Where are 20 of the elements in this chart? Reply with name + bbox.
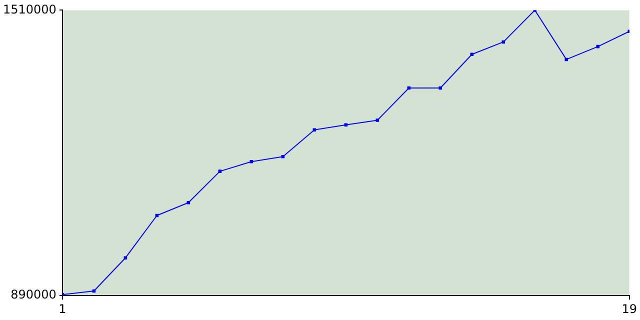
- point: [502, 40, 506, 44]
- point: [312, 128, 316, 132]
- point: [281, 154, 285, 158]
- y-tick-label: 1510000: [2, 2, 56, 16]
- point: [92, 289, 96, 293]
- point: [564, 58, 568, 62]
- point: [596, 44, 600, 48]
- point: [438, 86, 442, 90]
- point: [218, 170, 222, 173]
- x-tick-label: 19: [622, 302, 638, 316]
- x-tick-label: 1: [58, 302, 66, 316]
- point: [470, 52, 474, 56]
- point: [407, 86, 411, 90]
- point: [376, 118, 380, 122]
- point: [186, 200, 190, 204]
- point: [344, 123, 348, 126]
- point: [124, 256, 128, 260]
- point: [155, 214, 159, 218]
- point: [250, 160, 254, 164]
- y-tick-label: 890000: [10, 288, 56, 302]
